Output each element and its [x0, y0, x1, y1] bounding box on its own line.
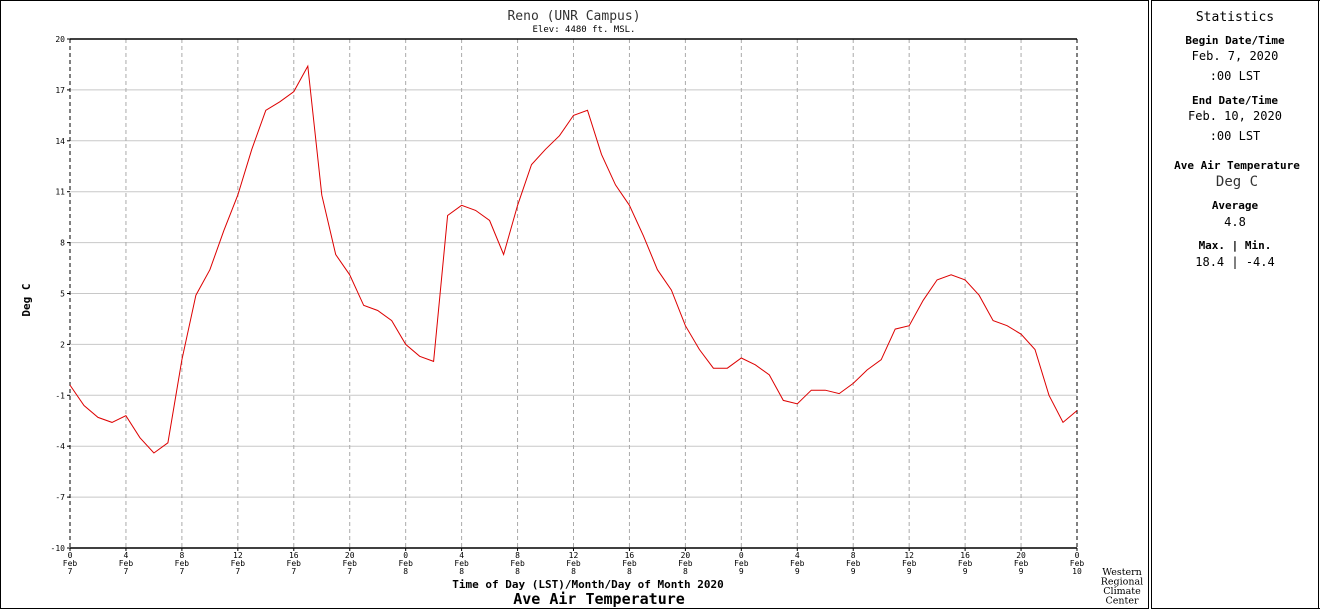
x-tick-label: 10	[1072, 567, 1082, 576]
x-tick-label: Feb	[902, 559, 917, 568]
chart-title: Reno (UNR Campus)	[507, 9, 640, 24]
x-tick-label: 0	[403, 551, 408, 560]
x-tick-label: 9	[851, 567, 856, 576]
x-tick-label: 9	[907, 567, 912, 576]
x-tick-label: 16	[289, 551, 299, 560]
x-axis-label: Time of Day (LST)/Month/Day of Month 202…	[452, 578, 724, 591]
x-tick-label: 0	[1075, 551, 1080, 560]
stat-label: Average	[1212, 199, 1259, 212]
x-tick-label: 4	[459, 551, 464, 560]
x-tick-label: 4	[795, 551, 800, 560]
y-tick-label: 17	[55, 86, 65, 95]
x-tick-label: 20	[1016, 551, 1026, 560]
x-tick-label: 8	[683, 567, 688, 576]
x-tick-label: 7	[291, 567, 296, 576]
stat-value: :00 LST	[1210, 69, 1261, 83]
x-tick-label: Feb	[454, 559, 469, 568]
stat-label: Begin Date/Time	[1185, 34, 1285, 47]
data-line	[69, 64, 1078, 454]
credit-line: Regional	[1101, 577, 1143, 588]
x-tick-label: 20	[345, 551, 355, 560]
y-tick-label: -1	[55, 391, 65, 400]
y-tick-label: -7	[55, 493, 65, 502]
y-axis-label: Deg C	[20, 283, 33, 316]
x-tick-label: 16	[625, 551, 635, 560]
stat-value: 4.8	[1224, 215, 1246, 229]
y-tick-label: 8	[60, 239, 65, 248]
x-tick-label: 8	[851, 551, 856, 560]
y-tick-label: -4	[55, 442, 65, 451]
x-tick-label: Feb	[566, 559, 581, 568]
stat-value: Feb. 7, 2020	[1192, 49, 1279, 63]
y-tick-label: 2	[60, 340, 65, 349]
x-tick-label: 12	[904, 551, 914, 560]
y-tick-label: -10	[51, 544, 66, 553]
x-tick-label: 8	[403, 567, 408, 576]
x-tick-label: 7	[124, 567, 129, 576]
x-tick-label: 9	[1019, 567, 1024, 576]
x-tick-label: Feb	[510, 559, 525, 568]
stat-value: 18.4 | -4.4	[1195, 255, 1274, 269]
chart-frame	[0, 0, 1149, 609]
y-tick-label: 11	[55, 188, 65, 197]
x-tick-label: 9	[963, 567, 968, 576]
credit-line: Center	[1106, 596, 1139, 607]
x-tick-label: Feb	[958, 559, 973, 568]
stats-title: Statistics	[1196, 10, 1274, 25]
x-tick-label: 20	[681, 551, 691, 560]
x-tick-label: Feb	[622, 559, 637, 568]
stat-label: Max. | Min.	[1199, 239, 1272, 252]
x-tick-label: 7	[235, 567, 240, 576]
x-tick-label: 0	[68, 551, 73, 560]
chart-subtitle: Elev: 4480 ft. MSL.	[533, 25, 636, 35]
x-tick-label: Feb	[231, 559, 246, 568]
x-tick-label: 8	[515, 551, 520, 560]
statistics: Statistics Begin Date/Time Feb. 7, 2020 …	[1174, 10, 1300, 269]
x-tick-label: 0	[739, 551, 744, 560]
x-tick-label: 8	[515, 567, 520, 576]
x-tick-label: 7	[347, 567, 352, 576]
x-tick-label: 12	[233, 551, 243, 560]
stat-value: Deg C	[1216, 174, 1258, 190]
stat-label: End Date/Time	[1192, 94, 1278, 107]
x-tick-label: 4	[124, 551, 129, 560]
credit-line: Western	[1102, 567, 1142, 578]
stat-label: Ave Air Temperature	[1174, 159, 1300, 172]
x-tick-label: Feb	[790, 559, 805, 568]
x-tick-label: Feb	[734, 559, 749, 568]
x-tick-label: 12	[569, 551, 579, 560]
x-tick-label: Feb	[1014, 559, 1029, 568]
stat-value: :00 LST	[1210, 129, 1261, 143]
stats-panel	[1151, 0, 1319, 609]
x-tick-label: Feb	[678, 559, 693, 568]
x-tick-label: Feb	[846, 559, 861, 568]
x-tick-label: 8	[179, 551, 184, 560]
y-tick-label: 14	[55, 137, 65, 146]
x-tick-label: Feb	[1070, 559, 1085, 568]
bottom-title: Ave Air Temperature	[513, 590, 685, 608]
plot: -10-7-4-1258111417200Feb74Feb78Feb712Feb…	[51, 35, 1085, 576]
x-tick-label: 9	[739, 567, 744, 576]
credit-line: Climate	[1103, 586, 1141, 597]
x-tick-label: Feb	[287, 559, 302, 568]
x-tick-label: Feb	[119, 559, 134, 568]
stat-value: Feb. 10, 2020	[1188, 109, 1282, 123]
x-tick-label: 16	[960, 551, 970, 560]
x-tick-label: 7	[68, 567, 73, 576]
x-tick-label: Feb	[63, 559, 78, 568]
y-tick-label: 5	[60, 290, 65, 299]
x-tick-label: Feb	[175, 559, 190, 568]
y-tick-label: 20	[55, 35, 65, 44]
x-tick-label: 8	[571, 567, 576, 576]
x-tick-label: 8	[627, 567, 632, 576]
x-tick-label: Feb	[398, 559, 413, 568]
x-tick-label: 9	[795, 567, 800, 576]
x-tick-label: 8	[459, 567, 464, 576]
x-tick-label: 7	[179, 567, 184, 576]
x-tick-label: Feb	[342, 559, 357, 568]
